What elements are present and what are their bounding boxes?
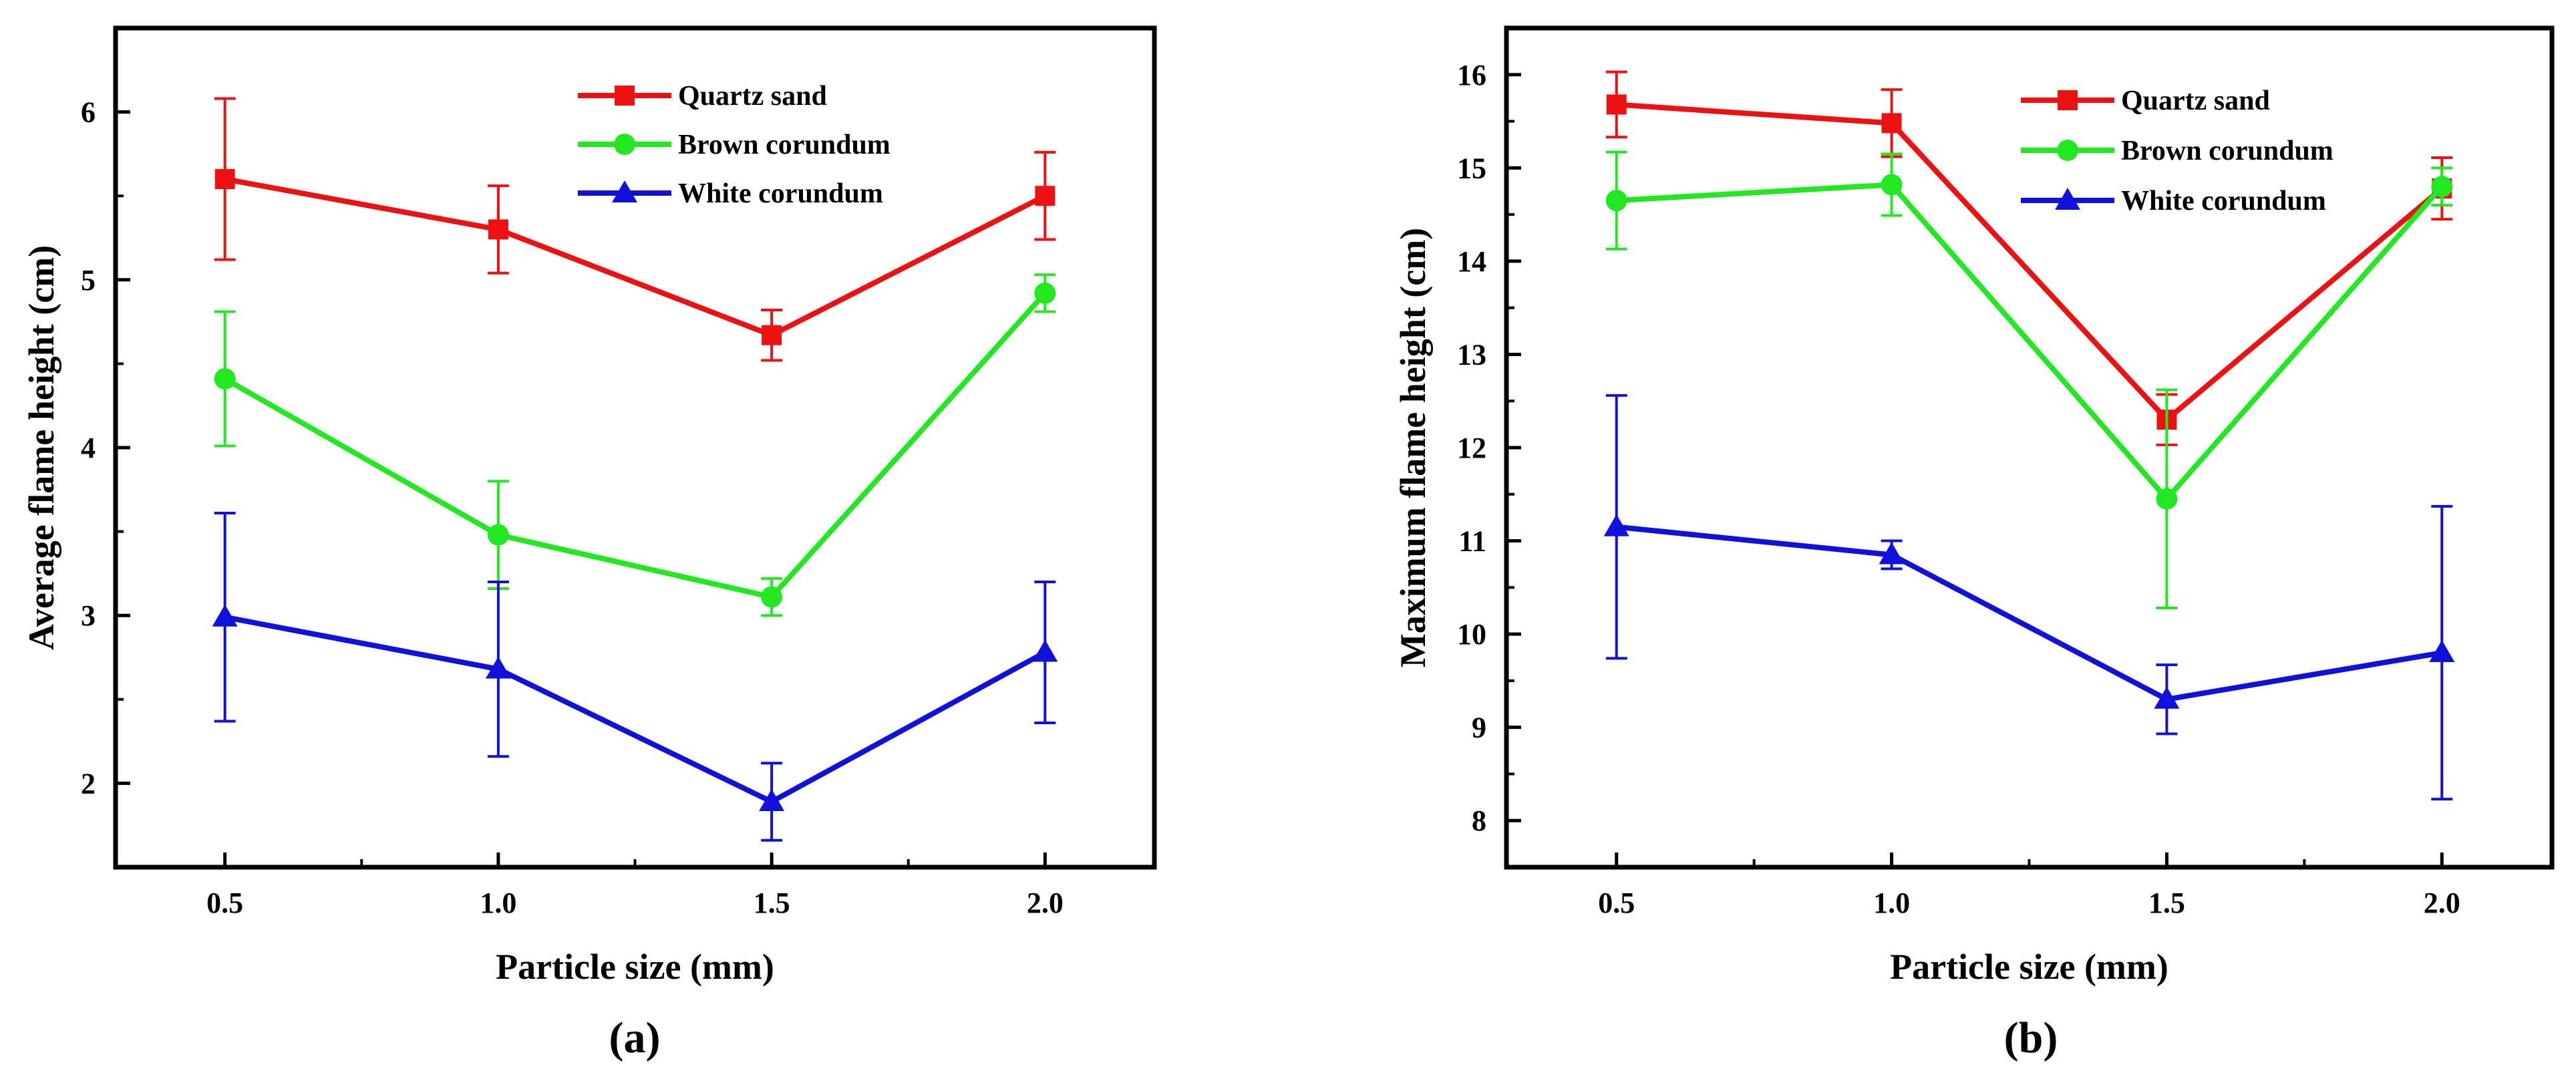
series-white-corundum	[1603, 394, 2455, 801]
y-tick-label: 13	[1457, 338, 1486, 371]
legend-label: Quartz sand	[678, 81, 827, 112]
data-point	[2431, 176, 2453, 198]
x-tick-label: 0.5	[206, 887, 243, 919]
y-tick-label: 8	[1472, 804, 1486, 837]
legend-marker	[615, 86, 635, 106]
series-brown-corundum	[1605, 150, 2453, 610]
series-quartz-sand	[214, 97, 1056, 362]
y-tick-label: 15	[1457, 152, 1486, 184]
data-point	[759, 789, 785, 812]
y-tick-label: 10	[1457, 618, 1486, 651]
series-line	[1616, 182, 2444, 502]
x-tick-label: 2.0	[1027, 887, 1064, 919]
x-tick-label: 0.5	[1598, 887, 1635, 919]
panel-b: 0.5 1.0 1.5 2.0 8 9 10 11 12 13 14 15 16 Particle siz…	[1393, 25, 2555, 1062]
legend-label: Brown corundum	[2121, 136, 2333, 166]
series-line	[223, 291, 1048, 600]
y-tick-label: 5	[81, 264, 96, 297]
data-point	[1035, 186, 1056, 206]
data-point	[1881, 113, 1902, 134]
series-line	[224, 614, 1047, 805]
legend-marker	[2057, 140, 2078, 161]
legend-label: White corundum	[678, 178, 883, 209]
y-tick-label: 14	[1457, 245, 1486, 278]
data-point	[214, 368, 236, 390]
y-tick-label: 12	[1457, 432, 1486, 464]
legend-marker	[2055, 188, 2080, 210]
series-brown-corundum	[214, 273, 1056, 617]
data-point	[1605, 190, 1627, 212]
x-tick-label: 1.0	[1873, 887, 1910, 919]
data-point	[1606, 94, 1627, 115]
plot-frame	[1504, 25, 2555, 870]
legend-label: Brown corundum	[678, 130, 891, 160]
y-axis-title: Maximum flame height (cm)	[1393, 228, 1433, 667]
data-point	[214, 169, 235, 190]
y-tick-label: 6	[81, 96, 96, 129]
data-point	[1034, 282, 1056, 304]
series-line	[1616, 524, 2442, 702]
data-point	[2429, 640, 2455, 663]
data-point	[1879, 542, 1905, 565]
x-tick-label: 2.0	[2424, 887, 2460, 919]
panel-a: 0.5 1.0 1.5 2.0 2 3 4 5 6 Particle size (mm) Avera…	[21, 25, 1157, 1062]
x-tick-label: 1.5	[2148, 887, 2185, 919]
legend-marker	[2058, 90, 2078, 110]
series-white-corundum	[212, 511, 1058, 842]
panel-label: (a)	[609, 1014, 661, 1062]
panel-label: (b)	[2004, 1014, 2058, 1062]
legend-marker	[612, 180, 637, 202]
series-line	[1616, 102, 2444, 423]
y-tick-label: 16	[1457, 59, 1486, 92]
data-point	[487, 524, 509, 546]
plot-frame	[113, 25, 1157, 870]
y-axis-title: Average flame height (cm)	[21, 245, 61, 650]
x-axis-title: Particle size (mm)	[496, 947, 774, 987]
y-tick-label: 2	[81, 767, 96, 800]
data-point	[1603, 514, 1629, 536]
y-tick-label: 4	[81, 432, 96, 464]
y-tick-label: 11	[1458, 525, 1486, 558]
data-point	[2154, 686, 2180, 709]
x-tick-label: 1.5	[754, 887, 790, 919]
data-point	[1881, 174, 1903, 196]
data-point	[762, 325, 782, 345]
series-line	[224, 176, 1047, 338]
x-axis-title: Particle size (mm)	[1890, 947, 2168, 987]
legend-label: Quartz sand	[2121, 86, 2270, 116]
y-tick-label: 9	[1472, 712, 1486, 744]
data-point	[212, 604, 238, 627]
legend-label: White corundum	[2121, 186, 2326, 216]
data-point	[761, 586, 783, 608]
data-point	[488, 219, 508, 240]
series-quartz-sand	[1605, 70, 2453, 446]
y-tick-label: 3	[81, 599, 96, 632]
data-point	[1032, 639, 1058, 662]
legend-marker	[614, 134, 635, 155]
x-tick-label: 1.0	[480, 887, 516, 919]
data-point	[485, 656, 511, 679]
data-point	[2156, 488, 2178, 510]
